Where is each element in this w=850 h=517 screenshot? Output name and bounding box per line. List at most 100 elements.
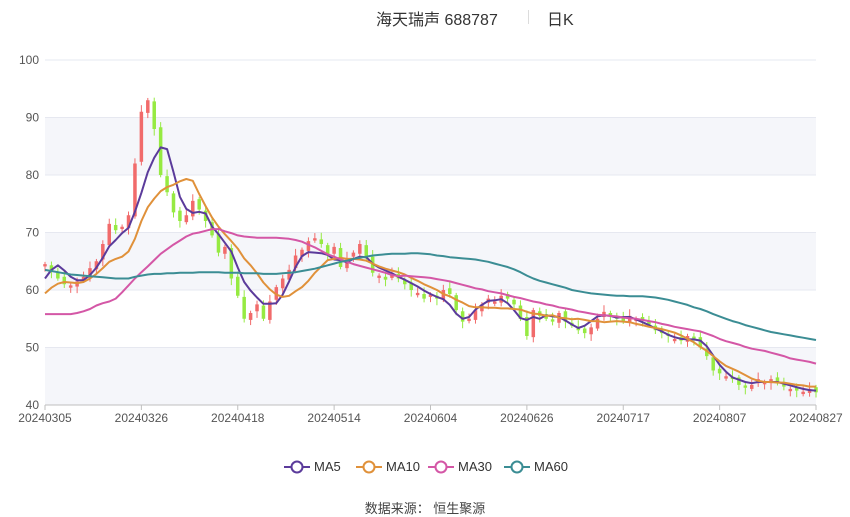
x-tick-label: 20240717 <box>597 411 651 425</box>
candle-body <box>794 387 799 391</box>
candle-body <box>621 317 626 322</box>
x-tick-label: 20240807 <box>693 411 747 425</box>
candle-body <box>550 319 555 322</box>
legend-label-ma10: MA10 <box>386 459 420 474</box>
y-tick-label: 40 <box>26 398 40 412</box>
x-tick-label: 20240305 <box>18 411 72 425</box>
y-tick-label: 90 <box>26 111 40 125</box>
candle-body <box>512 299 516 305</box>
x-tick-label: 20240827 <box>789 411 843 425</box>
candle-body <box>139 111 144 162</box>
candle-body <box>717 368 722 374</box>
series-line-ma10 <box>44 178 816 388</box>
candle-body <box>268 301 272 320</box>
candle-body <box>782 384 786 387</box>
candle-body <box>724 376 728 379</box>
candle-body <box>56 272 60 279</box>
period-label[interactable]: 日K <box>547 12 574 29</box>
candle-body <box>705 348 709 357</box>
candle-body <box>608 313 613 316</box>
candle-body <box>351 252 356 257</box>
ma60-legend-icon <box>504 460 530 474</box>
candle-body <box>358 244 362 254</box>
y-tick-label: 50 <box>26 341 40 355</box>
candle-body <box>319 239 324 244</box>
candle-body <box>325 245 330 256</box>
x-tick-label: 20240514 <box>307 411 361 425</box>
legend-label-ma30: MA30 <box>458 459 492 474</box>
candle-body <box>640 317 645 320</box>
candle-body <box>647 321 651 325</box>
candle-body <box>49 265 54 272</box>
candle-body <box>216 233 221 253</box>
chart-header: 海天瑞声 688787 日K <box>0 6 850 29</box>
candle-body <box>313 238 317 241</box>
candle-body <box>287 269 291 280</box>
candle-body <box>692 336 696 339</box>
candle-body <box>133 163 137 217</box>
candle-body <box>743 385 748 388</box>
candle-body <box>293 255 298 269</box>
candle-body <box>448 288 452 295</box>
ma5-legend-icon <box>284 460 310 474</box>
candle-body <box>422 294 426 299</box>
candle-body <box>261 305 266 319</box>
candle-body <box>492 301 497 304</box>
candle-body <box>582 328 587 334</box>
x-tick-label: 20240604 <box>404 411 458 425</box>
candle-body <box>377 275 381 278</box>
candle-body <box>62 276 67 285</box>
candle-body <box>454 295 458 311</box>
y-tick-label: 80 <box>26 168 40 182</box>
ma10-legend-icon <box>356 460 382 474</box>
candle-body <box>235 276 240 296</box>
y-tick-label: 70 <box>26 226 40 240</box>
candle-body <box>203 210 208 221</box>
candle-body <box>171 193 176 213</box>
grid-band <box>45 117 816 175</box>
x-tick-label: 20240326 <box>115 411 169 425</box>
legend-label-ma60: MA60 <box>534 459 568 474</box>
candle-body <box>595 318 600 329</box>
candle-body <box>178 210 182 221</box>
candle-body <box>158 127 163 175</box>
candle-body <box>531 310 536 338</box>
chart-title: 海天瑞声 688787 <box>376 12 498 29</box>
grid-band <box>45 347 816 405</box>
candle-body <box>762 382 767 385</box>
candle-body <box>242 296 246 319</box>
candle-body <box>306 241 311 251</box>
candle-body <box>428 294 433 297</box>
candle-body <box>68 285 73 288</box>
candle-body <box>627 315 632 323</box>
candle-body <box>43 264 47 267</box>
candle-body <box>460 311 465 322</box>
candle-body <box>383 276 388 280</box>
candle-body <box>191 200 195 217</box>
candle-body <box>101 244 105 260</box>
candle-body <box>126 215 131 228</box>
candle-body <box>473 310 478 320</box>
candle-body <box>81 276 86 280</box>
title-separator <box>528 10 529 24</box>
data-source-note: 数据来源： 恒生聚源 <box>364 501 486 516</box>
ma30-legend-icon <box>428 460 454 474</box>
candle-body <box>801 391 805 395</box>
y-tick-label: 100 <box>19 53 39 67</box>
candle-body <box>563 311 568 322</box>
candle-body <box>152 101 156 129</box>
candle-body <box>467 318 471 322</box>
candle-body <box>505 294 510 299</box>
candle-body <box>120 226 124 230</box>
legend-label-ma5: MA5 <box>314 459 341 474</box>
candle-body <box>94 261 99 270</box>
candle-body <box>775 377 780 384</box>
candle-body <box>229 248 234 279</box>
candle-body <box>415 292 420 296</box>
candle-body <box>589 327 593 335</box>
candle-body <box>113 225 118 231</box>
candle-body <box>332 246 336 254</box>
grid-band <box>45 232 816 290</box>
candle-body <box>88 268 92 278</box>
